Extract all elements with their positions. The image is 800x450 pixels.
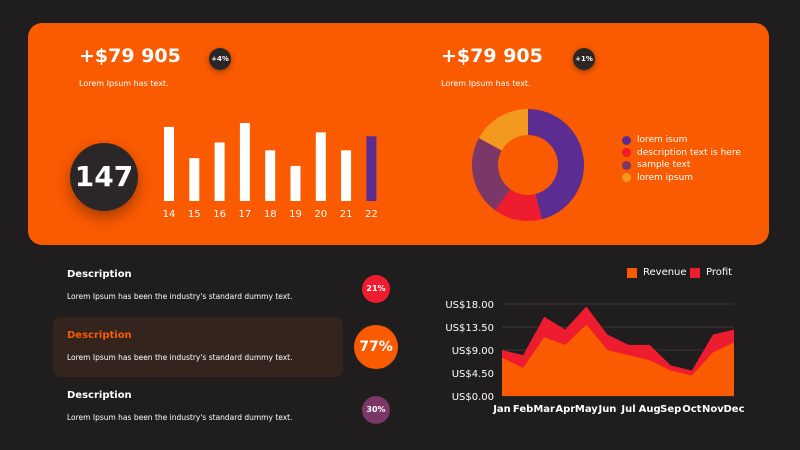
right-stat-value: +$79 905 [441,45,543,67]
legend-label: lorem isum [637,135,688,146]
description-title: Description [67,390,132,401]
bar-label-22: 22 [365,209,378,220]
x-tick-label-Oct: Oct [682,404,701,415]
legend-dot [622,135,631,145]
donut-legend-item: lorem isum [622,134,741,147]
legend-label: lorem ipsum [637,172,694,183]
description-text: Lorem Ipsum has been the industry's stan… [67,353,293,362]
donut-legend: lorem isum description text is here sample… [622,134,741,184]
legend-dot [622,173,631,183]
x-tick-label-Mar: Mar [533,404,555,415]
description-title: Description [67,269,132,280]
area-legend-profit: Profit [690,267,732,278]
legend-dot [622,160,631,170]
bar-label-15: 15 [188,209,201,220]
description-text: Lorem Ipsum has been the industry's stan… [67,413,293,422]
area-legend-revenue: Revenue [627,267,687,278]
bar-18 [265,150,276,201]
description-percent-badge: 77% [354,325,398,369]
profit-legend-label: Profit [706,267,733,278]
x-tick-label-Aug: Aug [639,404,661,415]
profit-swatch [690,267,700,278]
x-tick-label-Feb: Feb [513,404,533,415]
donut-slice-1 [495,189,542,221]
x-tick-label-Dec: Dec [723,404,744,415]
x-tick-label-Apr: Apr [555,404,575,415]
bar-label-16: 16 [213,209,226,220]
bar-label-20: 20 [314,209,327,220]
y-tick-label: US$9.00 [452,346,494,357]
x-tick-label-Jul: Jul [620,404,635,415]
donut-slice-0 [528,109,585,220]
left-stat-subtitle: Lorem Ipsum has text. [79,79,169,88]
bar-label-19: 19 [289,209,302,220]
donut-legend-item: description text is here [622,147,741,160]
x-tick-label-Nov: Nov [702,404,724,415]
x-tick-label-Jun: Jun [597,404,616,415]
left-stat-value: +$79 905 [79,45,181,67]
description-row[interactable]: Description Lorem Ipsum has been the indu… [53,317,343,377]
area-revenue [502,324,734,396]
donut-legend-item: lorem ipsum [622,172,741,185]
x-tick-label-Sep: Sep [660,404,681,415]
legend-dot [622,148,631,158]
y-tick-label: US$18.00 [445,300,494,311]
donut-slice-3 [478,109,528,151]
donut-chart [472,109,585,221]
x-tick-label-May: May [575,404,598,415]
bar-label-14: 14 [163,209,176,220]
bar-22 [366,136,377,201]
area-chart: US$0.00 US$4.50 US$9.00 US$13.50 US$18.00 Jan… [445,300,744,415]
bar-16 [214,142,225,201]
bar-14 [164,126,174,201]
bar-label-17: 17 [239,209,252,220]
bar-21 [341,150,352,201]
x-tick-label-Jan: Jan [492,404,511,415]
y-tick-label: US$4.50 [452,369,494,380]
donut-slice-2 [472,138,511,211]
right-stat-badge: +1% [573,48,595,70]
legend-label: sample text [637,160,691,171]
big-number-circle: 147 [70,143,138,211]
left-stat-badge: +4% [209,48,231,70]
right-stat-subtitle: Lorem Ipsum has text. [441,79,531,88]
description-percent-badge: 21% [362,275,390,303]
bar-chart: 14 15 16 17 18 19 20 21 22 [163,123,378,220]
donut-legend-item: sample text [622,159,741,172]
top-panel [28,23,769,245]
bar-15 [189,158,200,201]
bar-20 [315,132,326,201]
y-tick-label: US$0.00 [452,392,494,403]
description-text: Lorem Ipsum has been the industry's stan… [67,292,293,301]
y-tick-label: US$13.50 [445,323,494,334]
bar-17 [239,123,250,201]
description-percent-badge: 30% [362,396,390,424]
description-row[interactable]: Description Lorem Ipsum has been the indu… [53,377,343,437]
revenue-swatch [627,267,637,278]
description-title: Description [67,330,132,341]
description-row[interactable]: Description Lorem Ipsum has been the indu… [53,256,343,316]
bar-label-18: 18 [264,209,277,220]
bar-19 [290,165,301,201]
revenue-legend-label: Revenue [643,267,687,278]
legend-label: description text is here [637,147,741,158]
bar-label-21: 21 [340,209,353,220]
